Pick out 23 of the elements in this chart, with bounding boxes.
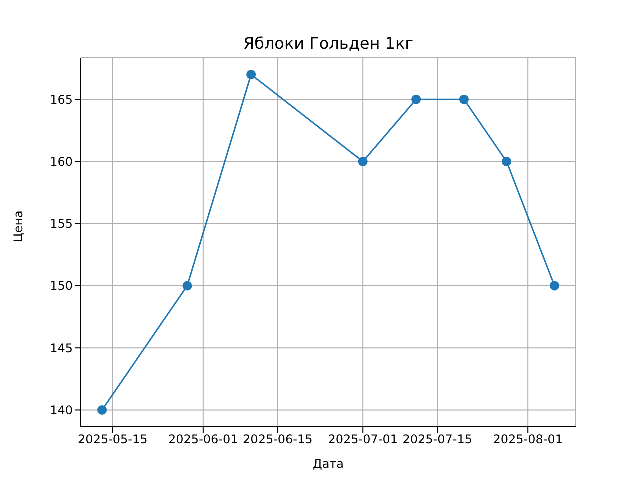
- x-tick-label: 2025-08-01: [493, 432, 563, 447]
- y-tick-label: 160: [50, 155, 73, 169]
- point: [412, 94, 422, 104]
- x-tick-label: 2025-06-01: [168, 432, 238, 447]
- x-tick-label: 2025-05-15: [78, 432, 148, 447]
- x-tick-label: 2025-07-01: [328, 432, 398, 447]
- point: [459, 94, 469, 104]
- x-tick-label: 2025-07-15: [402, 432, 472, 447]
- point: [502, 156, 512, 166]
- point: [550, 281, 560, 291]
- y-tick-label: 140: [50, 403, 73, 418]
- y-axis-title: Цена: [11, 210, 26, 242]
- point: [358, 156, 368, 166]
- y-tick-label: 155: [50, 217, 73, 232]
- chart-title: Яблоки Гольден 1кг: [242, 34, 415, 53]
- point: [182, 281, 192, 291]
- y-tick-label: 165: [50, 92, 73, 107]
- x-tick-label: 2025-06-15: [243, 432, 313, 447]
- point: [246, 70, 256, 80]
- point: [98, 405, 108, 415]
- y-tick-label: 145: [50, 341, 73, 356]
- y-tick-label: 150: [50, 279, 73, 294]
- x-axis-title: Дата: [312, 457, 344, 471]
